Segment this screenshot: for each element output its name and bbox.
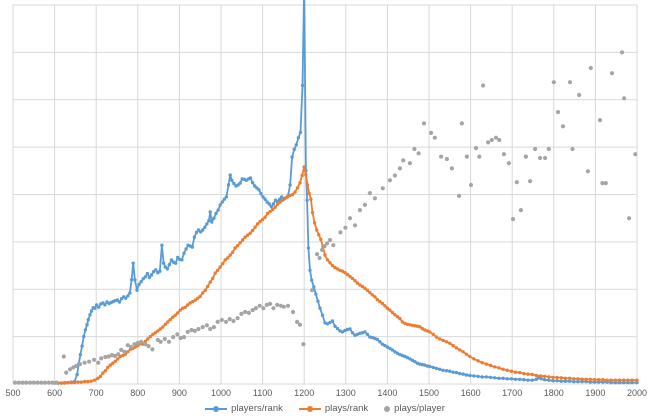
x-axis-tick-label: 1900 [585,388,605,398]
x-axis-tick-label: 700 [89,388,104,398]
legend-item-plays-player[interactable]: plays/player [384,401,445,417]
legend-item-plays-rank[interactable]: plays/rank [298,401,369,417]
orange-line-marker-icon [298,406,321,412]
series-plays-player [13,50,638,385]
series-plays-rank [56,165,639,385]
x-axis-tick-label: 1500 [419,388,439,398]
x-axis-tick-label: 1000 [211,388,231,398]
x-axis-tick-label: 1200 [294,388,314,398]
legend-item-players-rank[interactable]: players/rank [205,401,283,417]
legend-label-plays-rank: plays/rank [324,403,369,414]
x-axis-tick-label: 500 [5,388,20,398]
x-axis-tick-label: 1300 [336,388,356,398]
legend-label-players-rank: players/rank [231,403,283,414]
x-axis-tick-label: 1400 [377,388,397,398]
x-axis-tick-label: 2000 [627,388,647,398]
x-axis-tick-label: 1800 [544,388,564,398]
blue-line-marker-icon [205,406,228,412]
series-players-rank [52,0,639,385]
x-axis-tick-label: 1600 [461,388,481,398]
x-axis-tick-label: 1700 [502,388,522,398]
gray-dot-marker-icon [384,406,391,412]
x-axis-labels: 500 600 700 800 900 1000 1100 1200 1300 1400 1500 1… [5,388,647,398]
chart-legend: players/rank plays/rank plays/player [0,401,650,417]
x-axis-tick-label: 1100 [253,388,272,398]
x-axis-tick-label: 900 [172,388,187,398]
x-axis-tick-label: 600 [47,388,62,398]
gridlines [12,4,638,385]
x-axis-tick-label: 800 [130,388,145,398]
legend-label-plays-player: plays/player [394,403,445,414]
